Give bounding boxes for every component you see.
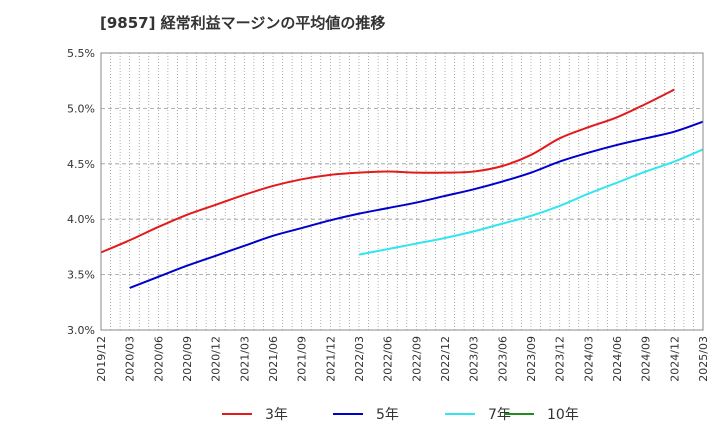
x-tick-label: 2022/06 [382,336,395,382]
x-tick-label: 2021/03 [238,336,251,382]
x-tick-label: 2022/03 [353,336,366,382]
legend-label: 7年 [488,407,511,423]
y-tick-label: 4.5% [67,158,95,171]
series-layer [100,88,704,289]
x-tick-label: 2020/09 [181,336,194,382]
x-tick-label: 2022/09 [410,336,423,382]
y-tick-label: 3.5% [67,269,95,282]
x-tick-label: 2024/03 [582,336,595,382]
series-line-7年 [358,148,704,256]
grid-layer [101,53,703,330]
legend-label: 5年 [376,407,399,423]
x-tick-label: 2025/03 [697,336,710,382]
series-line-3年 [100,88,675,254]
x-tick-label: 2022/12 [439,336,452,382]
x-tick-label: 2023/12 [554,336,567,382]
legend-label: 3年 [265,407,288,423]
x-tick-label: 2021/12 [324,336,337,382]
x-tick-label: 2024/12 [668,336,681,382]
x-tick-label: 2024/09 [640,336,653,382]
y-tick-label: 4.0% [67,213,95,226]
legend: 3年 5年 7年 10年 [222,407,579,423]
x-tick-label: 2023/09 [525,336,538,382]
y-tick-labels: 3.0% 3.5% 4.0% 4.5% 5.0% 5.5% [67,47,95,337]
x-tick-label: 2021/09 [296,336,309,382]
legend-label: 10年 [547,407,579,423]
chart-title: [9857] 経常利益マージンの平均値の推移 [100,14,386,32]
plot-frame [100,52,704,331]
x-tick-label: 2021/06 [267,336,280,382]
y-tick-label: 3.0% [67,324,95,337]
y-tick-label: 5.0% [67,102,95,115]
x-tick-label: 2020/03 [124,336,137,382]
x-tick-label: 2019/12 [95,336,108,382]
series-line-5年 [129,120,704,289]
x-tick-label: 2023/03 [468,336,481,382]
x-tick-label: 2020/12 [210,336,223,382]
x-tick-label: 2024/06 [611,336,624,382]
y-tick-label: 5.5% [67,47,95,60]
x-tick-labels: 2019/12 2020/03 2020/06 2020/09 2020/12 2021/… [95,336,710,382]
x-tick-label: 2020/06 [152,336,165,382]
x-tick-label: 2023/06 [496,336,509,382]
